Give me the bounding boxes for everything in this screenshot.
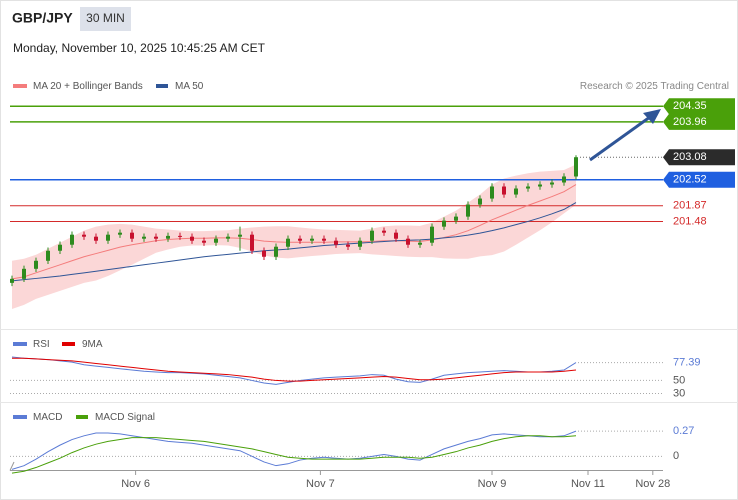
y-tick-label: 0 xyxy=(673,450,679,462)
candle-body xyxy=(82,234,86,237)
y-tick-label: 30 xyxy=(673,387,685,399)
candle-body xyxy=(442,220,446,227)
candle-body xyxy=(490,186,494,199)
legend-swatch xyxy=(13,342,27,346)
legend-swatch xyxy=(156,84,168,88)
legend-swatch xyxy=(13,84,27,88)
interval-badge xyxy=(80,7,131,31)
level-tag xyxy=(663,98,735,115)
candle-body xyxy=(70,234,74,245)
candle-body xyxy=(238,234,242,237)
forecast-arrow xyxy=(589,115,651,162)
x-tick-label: Nov 11 xyxy=(571,478,605,490)
x-tick-label: Nov 6 xyxy=(121,478,150,490)
candle-body xyxy=(562,176,566,183)
candle-body xyxy=(262,250,266,257)
y-tick-label: 50 xyxy=(673,374,685,386)
legend-label: RSI xyxy=(33,339,50,350)
candle-body xyxy=(454,216,458,221)
candle-body xyxy=(466,204,470,217)
candle-body xyxy=(58,244,62,251)
level-label: 203.96 xyxy=(673,116,707,128)
candle-body xyxy=(346,244,350,247)
candle-body xyxy=(202,240,206,243)
candle-body xyxy=(370,230,374,241)
candle-body xyxy=(514,188,518,195)
candle-body xyxy=(94,236,98,241)
last-price-tag xyxy=(663,149,735,166)
candle-body xyxy=(34,260,38,269)
interval: 30 MIN xyxy=(86,11,125,25)
candle-body xyxy=(46,250,50,261)
level-tag xyxy=(663,171,735,188)
candle-body xyxy=(478,198,482,205)
legend-swatch xyxy=(13,415,27,419)
level-label: 201.48 xyxy=(673,215,707,227)
plot-layer: 204.35 203.96 202.52 201.87 201.48 203.08 3050… xyxy=(10,98,735,490)
candle-body xyxy=(118,232,122,235)
candle-body xyxy=(214,238,218,243)
legend-swatch xyxy=(76,415,88,419)
candle-body xyxy=(22,268,26,279)
x-tick-label: Nov 7 xyxy=(306,478,335,490)
datetime: Monday, November 10, 2025 10:45:25 AM CE… xyxy=(13,41,266,55)
candle-body xyxy=(382,230,386,233)
x-tick-label: Nov 9 xyxy=(478,478,507,490)
level-label: 204.35 xyxy=(673,100,707,112)
candle-body xyxy=(106,234,110,241)
legend-swatch xyxy=(62,342,75,346)
indicator-line xyxy=(12,357,577,382)
credit: Research © 2025 Trading Central xyxy=(580,81,729,92)
last-value-label: 0.27 xyxy=(673,425,694,437)
last-price-label: 203.08 xyxy=(673,151,707,163)
candle-body xyxy=(574,157,578,177)
candle-body xyxy=(406,238,410,245)
candle-body xyxy=(334,240,338,245)
ma-line xyxy=(11,202,577,282)
x-axis-line xyxy=(9,461,15,471)
level-label: 202.52 xyxy=(673,174,707,186)
candle-body xyxy=(358,240,362,247)
forecast-arrowhead xyxy=(643,109,661,124)
candle-body xyxy=(166,235,170,239)
candle-body xyxy=(418,242,422,245)
candle-body xyxy=(526,186,530,189)
ma-line xyxy=(11,184,577,280)
candle-body xyxy=(10,278,14,283)
candle-body xyxy=(538,184,542,187)
candle-body xyxy=(394,232,398,239)
legend-label: MA 20 + Bollinger Bands xyxy=(33,81,143,92)
level-label: 201.87 xyxy=(673,200,707,212)
candle-body xyxy=(250,234,254,251)
candle-body xyxy=(226,236,230,239)
legend-label: MA 50 xyxy=(175,81,204,92)
candle-body xyxy=(154,236,158,239)
legend-label: MACD Signal xyxy=(95,412,155,423)
indicator-line xyxy=(11,430,577,470)
candle-body xyxy=(550,182,554,185)
candle-body xyxy=(322,238,326,241)
x-tick-label: Nov 28 xyxy=(635,478,670,490)
legend-label: 9MA xyxy=(82,339,103,350)
candle-body xyxy=(298,238,302,241)
last-value-label: 77.39 xyxy=(673,356,701,368)
candle-body xyxy=(130,232,134,239)
candle-body xyxy=(190,236,194,241)
level-tag xyxy=(663,113,735,130)
candle-body xyxy=(502,186,506,195)
candle-body xyxy=(430,226,434,243)
candle-body xyxy=(142,236,146,239)
candle-body xyxy=(286,238,290,247)
bollinger-band xyxy=(12,164,576,309)
symbol: GBP/JPY xyxy=(12,10,73,26)
candle-body xyxy=(178,235,182,237)
legend-label: MACD xyxy=(33,412,62,423)
candle-body xyxy=(310,238,314,241)
candle-body xyxy=(274,246,278,257)
indicator-line xyxy=(11,435,577,474)
